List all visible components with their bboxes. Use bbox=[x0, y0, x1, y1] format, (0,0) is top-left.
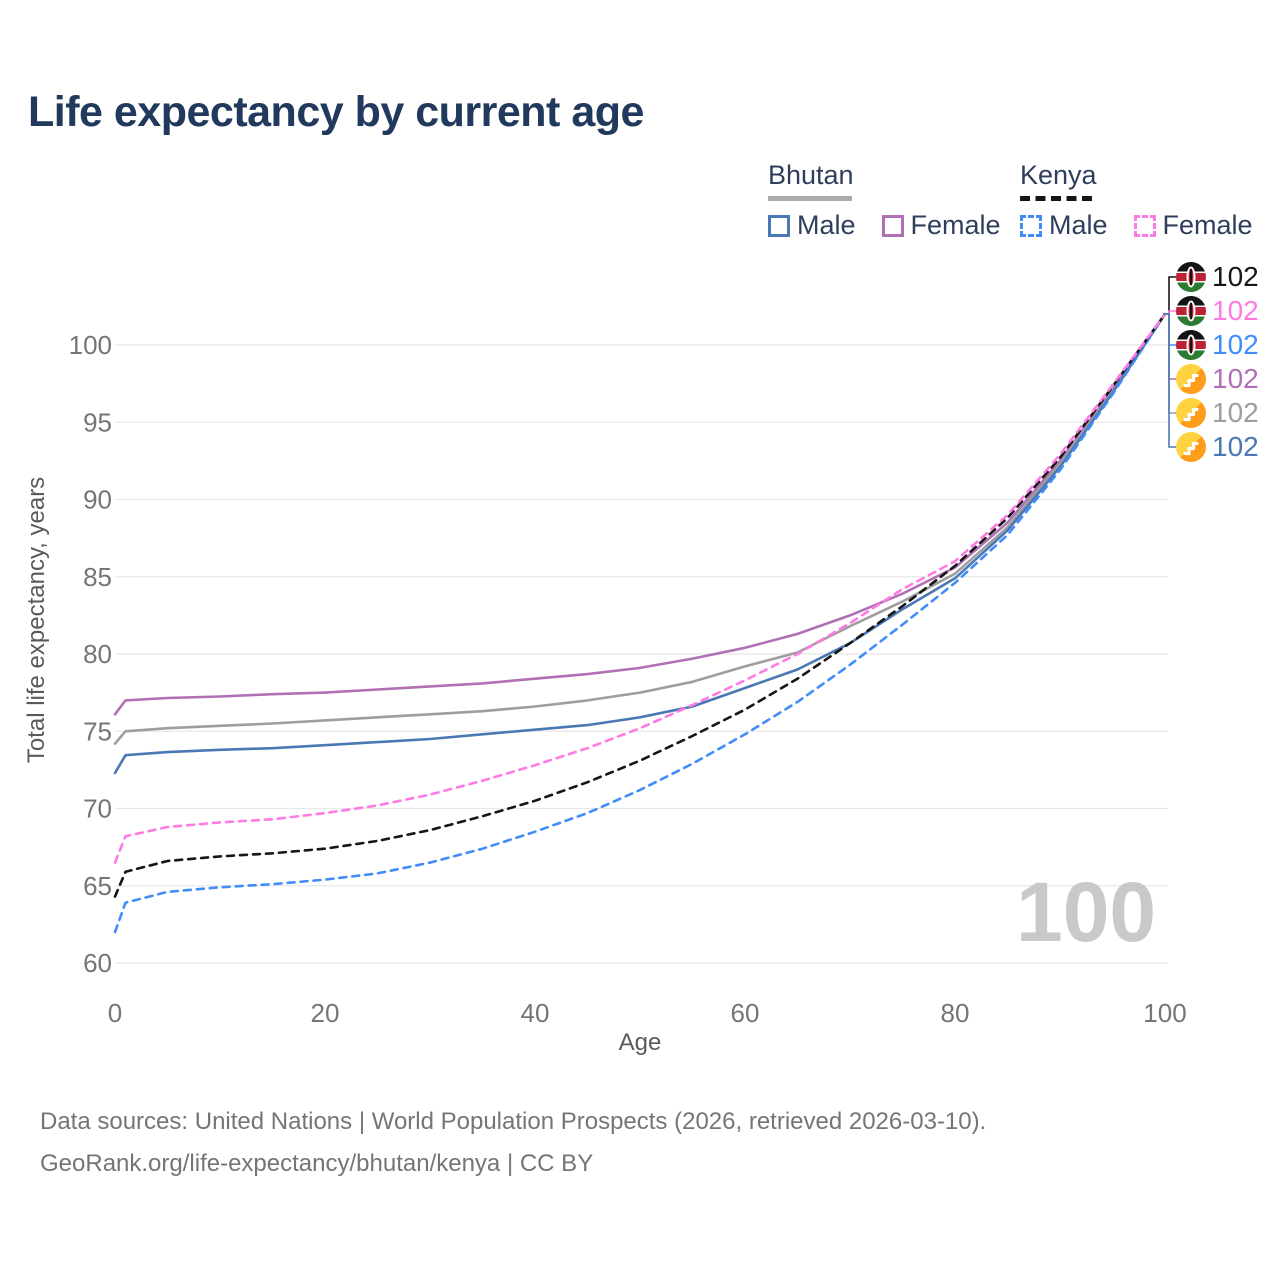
kenya-dashed-line-swatch bbox=[1020, 196, 1092, 201]
y-tick-label: 75 bbox=[83, 716, 112, 746]
end-label-value: 102 bbox=[1212, 261, 1259, 292]
attribution-text: GeoRank.org/life-expectancy/bhutan/kenya… bbox=[40, 1150, 594, 1177]
x-tick-label: 40 bbox=[521, 998, 550, 1028]
end-label-kenya_female: 102 bbox=[1176, 295, 1259, 326]
x-tick-label: 60 bbox=[731, 998, 760, 1028]
end-label-value: 102 bbox=[1212, 397, 1259, 428]
series-line-kenya_male bbox=[113, 312, 1167, 934]
kenya-shield-emblem bbox=[1186, 300, 1196, 322]
series-line-kenya_female bbox=[113, 312, 1167, 864]
legend-item-bhutan-male[interactable]: Male bbox=[768, 210, 856, 241]
legend-group-bhutan: Bhutan Male Female bbox=[768, 160, 1001, 241]
y-tick-label: 85 bbox=[83, 562, 112, 592]
bhutan-female-swatch bbox=[881, 214, 904, 237]
end-label-kenya_male: 102 bbox=[1176, 329, 1259, 360]
x-tick-label: 20 bbox=[311, 998, 340, 1028]
series-line-bhutan_male bbox=[113, 312, 1167, 775]
x-tick-label: 0 bbox=[108, 998, 122, 1028]
chart-footer: Data sources: United Nations | World Pop… bbox=[40, 1108, 986, 1192]
legend-country-label: Bhutan bbox=[768, 160, 854, 190]
bhutan-male-swatch bbox=[768, 214, 790, 237]
bhutan-flag-icon bbox=[1176, 364, 1206, 394]
kenya-shield-emblem bbox=[1186, 266, 1196, 288]
end-label-value: 102 bbox=[1212, 329, 1259, 360]
kenya-flag-icon bbox=[1176, 330, 1206, 360]
series-line-bhutan_female bbox=[113, 312, 1167, 716]
bhutan-solid-line-swatch bbox=[768, 196, 852, 201]
y-tick-label: 100 bbox=[69, 330, 112, 360]
bhutan-dragon-glyph bbox=[1183, 373, 1199, 388]
legend-label-female: Female bbox=[1162, 210, 1253, 240]
legend-item-bhutan-female[interactable]: Female bbox=[881, 210, 1001, 241]
end-label-bhutan_male: 102 bbox=[1176, 431, 1259, 462]
y-tick-label: 70 bbox=[83, 794, 112, 824]
end-label-value: 102 bbox=[1212, 363, 1259, 394]
kenya-flag-icon bbox=[1176, 262, 1206, 292]
end-label-kenya_all: 102 bbox=[1176, 261, 1259, 292]
y-tick-label: 95 bbox=[83, 407, 112, 437]
data-sources-text: Data sources: United Nations | World Pop… bbox=[40, 1108, 987, 1135]
kenya-flag-icon bbox=[1176, 296, 1206, 326]
legend-label-male: Male bbox=[797, 210, 856, 240]
kenya-male-swatch bbox=[1020, 214, 1042, 237]
legend-label-male: Male bbox=[1049, 210, 1108, 240]
legend-item-kenya-female[interactable]: Female bbox=[1133, 210, 1253, 241]
bhutan-flag-icon bbox=[1176, 432, 1206, 462]
kenya-female-swatch bbox=[1133, 214, 1156, 237]
end-label-bhutan_all: 102 bbox=[1176, 397, 1259, 428]
bhutan-dragon-glyph bbox=[1183, 441, 1199, 456]
y-tick-label: 80 bbox=[83, 639, 112, 669]
y-axis-title: Total life expectancy, years bbox=[23, 477, 50, 763]
age-counter-watermark: 100 bbox=[1016, 865, 1157, 959]
y-tick-label: 60 bbox=[83, 948, 112, 978]
end-label-value: 102 bbox=[1212, 431, 1259, 462]
y-tick-label: 65 bbox=[83, 871, 112, 901]
x-tick-label: 80 bbox=[941, 998, 970, 1028]
end-label-bhutan_female: 102 bbox=[1176, 363, 1259, 394]
end-label-connector-bhutan_male bbox=[1163, 313, 1176, 448]
legend-country-label: Kenya bbox=[1020, 160, 1097, 190]
legend-item-kenya-male[interactable]: Male bbox=[1020, 210, 1108, 241]
legend-label-female: Female bbox=[910, 210, 1001, 240]
legend-country-kenya[interactable]: Kenya bbox=[1020, 160, 1253, 201]
bhutan-flag-icon bbox=[1176, 398, 1206, 428]
end-label-value: 102 bbox=[1212, 295, 1259, 326]
kenya-shield-emblem bbox=[1186, 334, 1196, 356]
y-tick-label: 90 bbox=[83, 485, 112, 515]
bhutan-dragon-glyph bbox=[1183, 407, 1199, 422]
end-label-connector-kenya_all bbox=[1163, 276, 1176, 315]
series-line-kenya_all bbox=[113, 312, 1167, 898]
legend-country-bhutan[interactable]: Bhutan bbox=[768, 160, 1001, 201]
series-line-bhutan_all bbox=[113, 312, 1167, 745]
legend-group-kenya: Kenya Male Female bbox=[1020, 160, 1253, 241]
x-axis-title: Age bbox=[619, 1029, 662, 1056]
x-tick-label: 100 bbox=[1143, 998, 1186, 1028]
page-title: Life expectancy by current age bbox=[28, 88, 644, 136]
